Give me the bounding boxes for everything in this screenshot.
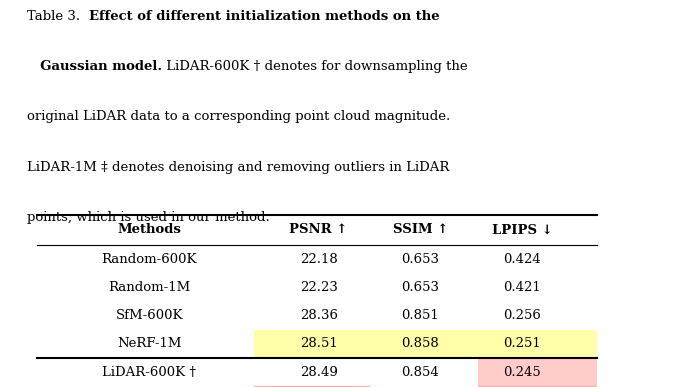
Text: Methods: Methods	[117, 223, 181, 236]
Text: SSIM ↑: SSIM ↑	[393, 223, 448, 236]
Text: LiDAR-600K † denotes for downsampling the: LiDAR-600K † denotes for downsampling th…	[162, 60, 468, 73]
Text: 0.245: 0.245	[503, 366, 541, 378]
Text: 0.854: 0.854	[401, 366, 439, 378]
Text: 28.51: 28.51	[300, 337, 338, 350]
Text: 0.424: 0.424	[503, 253, 541, 265]
Text: LiDAR-1M ‡ denotes denoising and removing outliers in LiDAR: LiDAR-1M ‡ denotes denoising and removin…	[27, 161, 450, 174]
Text: points, which is used in our method.: points, which is used in our method.	[27, 211, 270, 224]
Text: LiDAR-600K †: LiDAR-600K †	[102, 366, 196, 378]
Text: 0.858: 0.858	[401, 337, 439, 350]
Bar	[478, 330, 597, 358]
Text: Random-1M: Random-1M	[108, 281, 191, 294]
Text: 22.18: 22.18	[300, 253, 338, 265]
Text: PSNR ↑: PSNR ↑	[290, 223, 348, 236]
Text: LPIPS ↓: LPIPS ↓	[492, 223, 553, 236]
Text: NeRF-1M: NeRF-1M	[117, 337, 182, 350]
Bar	[254, 386, 370, 387]
Text: 0.653: 0.653	[401, 281, 439, 294]
Text: 28.49: 28.49	[300, 366, 338, 378]
Text: 28.36: 28.36	[300, 309, 338, 322]
Bar	[370, 330, 478, 358]
Text: 22.23: 22.23	[300, 281, 338, 294]
Text: 0.251: 0.251	[503, 337, 541, 350]
Bar	[254, 330, 370, 358]
Text: 0.421: 0.421	[503, 281, 541, 294]
Text: Gaussian model.: Gaussian model.	[27, 60, 162, 73]
Text: Table 3.: Table 3.	[27, 10, 89, 23]
Text: 0.256: 0.256	[503, 309, 541, 322]
Text: 0.851: 0.851	[401, 309, 439, 322]
Text: Random-600K: Random-600K	[102, 253, 197, 265]
Bar	[478, 358, 597, 386]
Text: original LiDAR data to a corresponding point cloud magnitude.: original LiDAR data to a corresponding p…	[27, 110, 450, 123]
Text: SfM-600K: SfM-600K	[115, 309, 183, 322]
Text: 0.653: 0.653	[401, 253, 439, 265]
Bar	[478, 386, 597, 387]
Text: Effect of different initialization methods on the: Effect of different initialization metho…	[89, 10, 439, 23]
